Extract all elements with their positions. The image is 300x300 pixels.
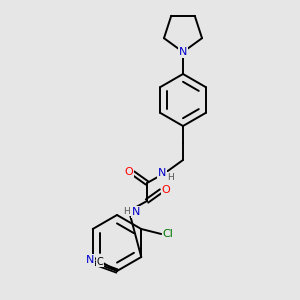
Text: H: H xyxy=(167,172,173,182)
Text: Cl: Cl xyxy=(163,229,174,239)
Text: O: O xyxy=(124,167,134,177)
Text: N: N xyxy=(158,168,166,178)
Text: C: C xyxy=(97,257,104,267)
Text: H: H xyxy=(124,206,130,215)
Text: N: N xyxy=(132,207,140,217)
Text: N: N xyxy=(179,47,187,57)
Text: O: O xyxy=(162,185,170,195)
Text: N: N xyxy=(86,255,94,265)
